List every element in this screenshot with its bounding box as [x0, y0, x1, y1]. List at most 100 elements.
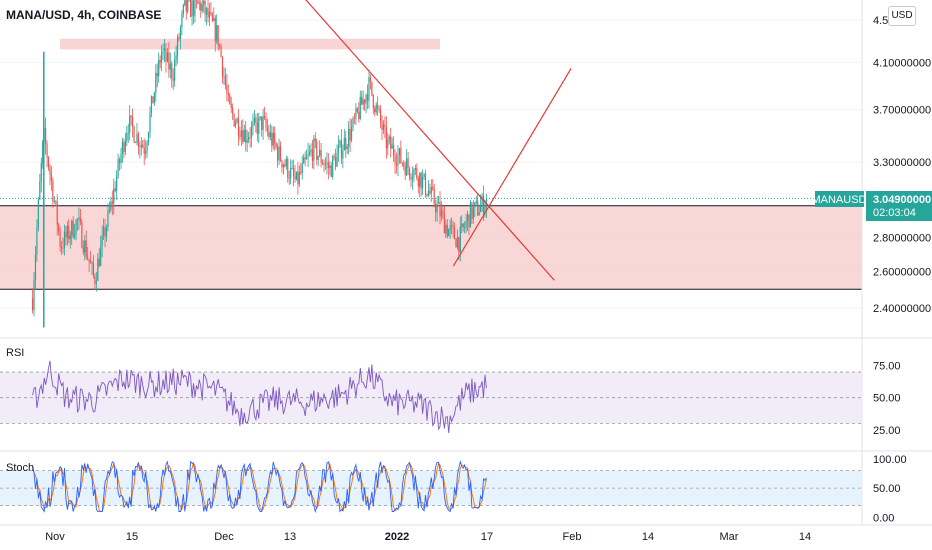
candle-body: [216, 25, 218, 41]
candle-body: [145, 150, 147, 154]
candle-body: [71, 220, 73, 236]
candle-body: [382, 124, 385, 130]
candle-body: [126, 133, 128, 141]
stoch-axis[interactable]: 0.00 50.00 100.00: [873, 454, 907, 524]
candle-body: [103, 227, 105, 236]
candle-body: [211, 13, 213, 21]
candle-body: [311, 149, 314, 161]
candle-body: [88, 259, 90, 262]
candle-body: [413, 169, 415, 178]
candle-body: [414, 167, 416, 170]
candle-body: [346, 147, 348, 150]
candle-body: [256, 122, 258, 135]
candle-body: [271, 132, 273, 146]
candle-body: [243, 129, 245, 142]
candle-body: [253, 117, 256, 123]
candle-body: [393, 144, 395, 156]
candle-body: [282, 164, 285, 168]
candle-body: [297, 171, 299, 185]
candle-body: [452, 225, 454, 228]
candle-body: [84, 240, 86, 253]
candle-body: [255, 117, 257, 123]
support-zone[interactable]: [0, 205, 862, 290]
candle-body: [168, 52, 170, 70]
candle-body: [69, 235, 71, 240]
candle-body: [468, 214, 470, 228]
candle-body: [348, 128, 350, 148]
candle-body: [301, 163, 303, 173]
candle-body: [371, 81, 373, 95]
candle-body: [349, 128, 351, 141]
candle-body: [316, 141, 318, 160]
supply-zone[interactable]: [60, 38, 440, 50]
candle-body: [436, 203, 438, 213]
candle-body: [366, 94, 369, 101]
candle-body: [372, 94, 374, 109]
candle-body: [129, 115, 131, 133]
candle-body: [406, 158, 408, 176]
candle-body: [433, 189, 435, 205]
candle-body: [481, 195, 483, 205]
candle-body: [313, 138, 315, 161]
rising-trendline[interactable]: [452, 67, 572, 267]
candle-body: [155, 73, 157, 93]
candle-body: [194, 0, 196, 16]
candle-body: [361, 96, 363, 105]
candle-body: [236, 118, 238, 123]
candle-body: [462, 223, 464, 228]
candle-body: [33, 280, 35, 311]
candle-body: [252, 122, 254, 127]
candle-body: [451, 225, 453, 226]
candle-body: [172, 78, 174, 81]
candle-body: [353, 118, 356, 119]
time-tick-label: 14: [799, 531, 811, 543]
candle-body: [304, 157, 306, 160]
candle-body: [336, 152, 338, 167]
stoch-tick-label: 0.00: [873, 512, 894, 524]
candle-body: [65, 231, 67, 238]
candle-body: [469, 202, 472, 228]
candle-body: [310, 149, 312, 152]
rsi-axis[interactable]: 25.00 50.00 75.00: [873, 361, 901, 437]
rsi-tick-label: 25.00: [873, 425, 901, 437]
price-tick-label: 2.40000000: [873, 303, 931, 315]
candle-body: [274, 132, 276, 144]
candle-body: [337, 145, 340, 153]
candle-body: [85, 240, 87, 258]
candle-body: [430, 186, 432, 194]
rsi-tick-label: 50.00: [873, 393, 901, 405]
candle-body: [350, 127, 353, 141]
candle-body: [137, 133, 140, 147]
candle-body: [369, 77, 372, 82]
rsi-band: [0, 372, 862, 424]
candle-body: [340, 140, 343, 159]
candle-body: [101, 235, 103, 247]
candle-body: [46, 144, 48, 158]
stoch-d-line: [32, 461, 487, 512]
candle-body: [143, 147, 145, 154]
candle-body: [108, 209, 111, 211]
symbol-title[interactable]: MANA/USD, 4h, COINBASE: [6, 8, 161, 22]
candle-body: [158, 59, 160, 77]
candle-body: [333, 156, 335, 158]
candle-body: [179, 27, 182, 40]
price-axis[interactable]: 2.40000000 2.60000000 2.80000000 3.04900000…: [873, 15, 931, 315]
time-axis[interactable]: Nov 15 Dec 13 2022 17 Feb 14 Mar 14: [45, 531, 811, 543]
candle-body: [117, 159, 119, 177]
candle-body: [365, 94, 367, 104]
candle-body: [169, 63, 171, 70]
candle-body: [329, 165, 331, 169]
candle-body: [484, 206, 486, 214]
currency-button[interactable]: USD: [888, 6, 916, 26]
price-tick-label: 4.5: [873, 15, 888, 27]
descending-trendline[interactable]: [285, 0, 555, 281]
candle-body: [178, 37, 180, 40]
candle-body: [262, 116, 264, 130]
candle-body: [445, 224, 447, 234]
candle-body: [239, 135, 241, 137]
candle-body: [223, 76, 225, 77]
candle-body: [68, 225, 70, 240]
candle-body: [435, 204, 437, 213]
candle-body: [134, 142, 137, 144]
